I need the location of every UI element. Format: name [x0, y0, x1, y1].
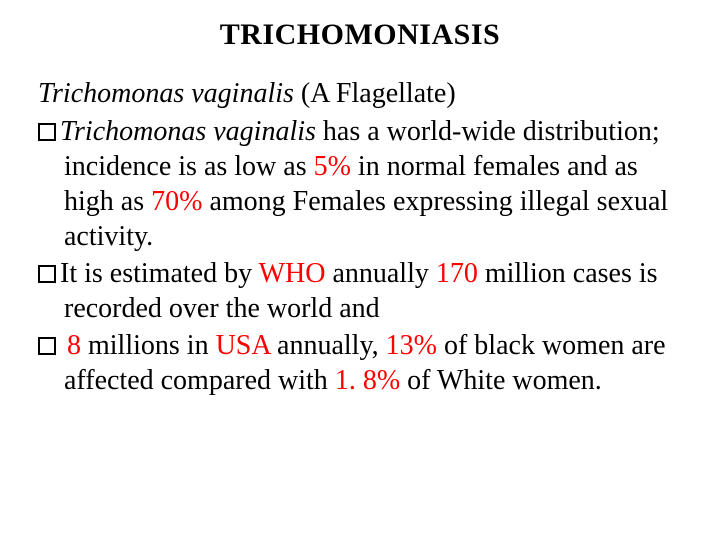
square-bullet-icon	[38, 337, 56, 355]
subtitle: Trichomonas vaginalis (A Flagellate)	[30, 78, 690, 110]
highlight-text: 70%	[151, 186, 209, 217]
bullet-item: It is estimated by WHO annually 170 mill…	[38, 256, 690, 326]
highlight-text: 13%	[379, 330, 444, 361]
slide: TRICHOMONIASIS Trichomonas vaginalis (A …	[0, 0, 720, 540]
bullet-text: of White women.	[407, 365, 602, 396]
bullet-text: It is estimated by	[60, 258, 259, 289]
bullet-text: annually,	[270, 330, 379, 361]
subtitle-scientific-name: Trichomonas vaginalis	[38, 78, 294, 109]
square-bullet-icon	[38, 123, 56, 141]
bullet-item: 8 millions in USA annually, 13% of black…	[38, 328, 690, 398]
highlight-text: 1. 8%	[335, 365, 407, 396]
highlight-text: WHO	[259, 258, 326, 289]
square-bullet-icon	[38, 265, 56, 283]
highlight-text: 8	[67, 330, 88, 361]
subtitle-rest: (A Flagellate)	[294, 78, 456, 109]
highlight-text: USA	[216, 330, 270, 361]
bullet-text: annually	[325, 258, 435, 289]
bullet-scientific-name: Trichomonas vaginalis	[60, 116, 316, 147]
slide-title: TRICHOMONIASIS	[30, 18, 690, 52]
bullet-item: Trichomonas vaginalis has a world-wide d…	[38, 114, 690, 254]
bullet-list: Trichomonas vaginalis has a world-wide d…	[30, 114, 690, 398]
bullet-lead-space	[60, 330, 67, 361]
bullet-text: millions in	[88, 330, 216, 361]
highlight-text: 170	[436, 258, 485, 289]
highlight-text: 5%	[314, 151, 358, 182]
